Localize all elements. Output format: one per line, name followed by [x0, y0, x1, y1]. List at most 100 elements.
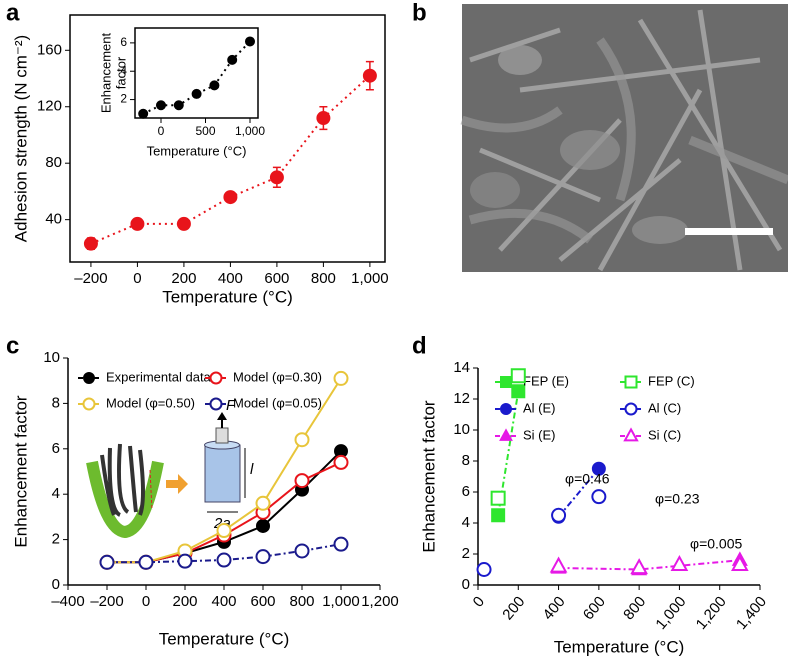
marker	[551, 507, 567, 523]
x-axis-label: Temperature (°C)	[159, 629, 290, 648]
marker	[511, 384, 526, 399]
x-tick-label: 600	[250, 593, 275, 610]
y-tick-label: 8	[462, 452, 470, 469]
y-tick-label: 14	[453, 359, 470, 376]
x-axis-label: Temperature (°C)	[554, 637, 685, 656]
marker	[138, 554, 154, 570]
y-tick-label: 4	[52, 485, 60, 502]
marker	[155, 100, 166, 111]
legend-label: Model (φ=0.50)	[106, 395, 195, 410]
marker	[99, 554, 115, 570]
y-tick-label: 0	[52, 576, 60, 593]
x-tick-label: 500	[195, 124, 215, 138]
marker	[209, 80, 220, 91]
marker	[731, 554, 749, 572]
y-tick-label: 160	[37, 41, 62, 58]
marker	[591, 461, 606, 476]
marker	[333, 370, 349, 386]
series-line	[557, 468, 600, 518]
x-axis-label: Temperature (°C)	[162, 287, 293, 306]
legend-marker	[209, 397, 223, 411]
x-tick-label: –400	[51, 593, 84, 610]
plot-frame	[134, 27, 259, 119]
marker	[316, 111, 331, 126]
legend-marker	[624, 375, 638, 389]
panel-label: b	[412, 0, 427, 26]
panel-label: c	[6, 332, 19, 359]
legend-marker	[500, 403, 512, 415]
y-tick-label: 0	[462, 576, 470, 593]
legend-marker	[624, 402, 638, 416]
x-tick-label: 1,000	[351, 270, 389, 287]
y-tick-label: 6	[462, 483, 470, 500]
panel-label: a	[6, 0, 20, 26]
y-tick-label: 8	[52, 394, 60, 411]
marker	[294, 543, 310, 559]
diagram-label: F	[226, 397, 236, 414]
legend-marker	[82, 397, 96, 411]
legend-label: Si (C)	[648, 427, 681, 442]
y-tick-label: 6	[120, 35, 127, 49]
marker	[591, 489, 607, 505]
legend-label: FEP (C)	[648, 373, 695, 388]
y-tick-label: 80	[45, 154, 62, 171]
legend-marker	[83, 372, 95, 384]
marker	[294, 473, 310, 489]
y-tick-label: 10	[453, 421, 470, 438]
x-tick-label: 600	[264, 270, 289, 287]
y-axis-label: Enhancement factor	[419, 400, 438, 552]
x-tick-label: 0	[133, 270, 141, 287]
legend-marker	[499, 428, 513, 441]
y-tick-label: 120	[37, 98, 62, 115]
marker	[670, 554, 689, 572]
marker	[255, 549, 271, 565]
panel-label: d	[412, 332, 427, 359]
legend-label: Model (φ=0.30)	[233, 369, 322, 384]
x-tick-label: 1,400	[733, 593, 770, 633]
sem-image	[460, 4, 788, 272]
y-tick-label: 40	[45, 211, 62, 228]
marker	[227, 54, 238, 65]
marker	[255, 495, 271, 511]
marker	[223, 190, 238, 205]
marker	[138, 108, 149, 119]
marker	[294, 432, 310, 448]
x-tick-label: –200	[90, 593, 123, 610]
x-tick-label: 800	[620, 593, 649, 623]
marker	[362, 68, 377, 83]
nanowire-diagram: F l 2a	[86, 397, 254, 539]
x-tick-label: 200	[172, 593, 197, 610]
legend-label: Model (φ=0.05)	[233, 395, 322, 410]
y-tick-label: 6	[52, 440, 60, 457]
legend-marker	[623, 427, 639, 442]
x-tick-label: 400	[540, 593, 569, 623]
annotation: φ=0.46	[565, 471, 610, 487]
y-axis-label: factor	[113, 56, 128, 89]
x-tick-label: 200	[171, 270, 196, 287]
marker	[476, 562, 492, 577]
x-tick-label: 1,000	[235, 124, 265, 138]
legend-marker	[209, 371, 223, 385]
y-tick-label: 4	[462, 514, 470, 531]
marker	[176, 216, 191, 231]
marker	[130, 216, 145, 231]
y-axis-label: Adhesion strength (N cm⁻²)	[11, 35, 30, 242]
y-axis-label: Enhancement	[98, 33, 113, 114]
marker	[216, 552, 232, 568]
series-line	[558, 559, 740, 571]
y-tick-label: 2	[120, 92, 127, 106]
legend-label: Si (E)	[523, 427, 556, 442]
x-tick-label: 0	[142, 593, 150, 610]
x-tick-label: 800	[289, 593, 314, 610]
x-tick-label: 1,000	[652, 593, 689, 633]
x-tick-label: 400	[211, 593, 236, 610]
marker	[490, 490, 506, 506]
legend-marker	[500, 376, 512, 388]
legend-label: FEP (E)	[523, 373, 569, 388]
legend-label: Experimental data	[106, 369, 212, 384]
marker	[333, 536, 349, 552]
x-tick-label: 0	[158, 124, 165, 138]
x-tick-label: 1,000	[322, 593, 360, 610]
y-axis-label: Enhancement factor	[11, 395, 30, 547]
x-tick-label: 200	[499, 593, 528, 623]
